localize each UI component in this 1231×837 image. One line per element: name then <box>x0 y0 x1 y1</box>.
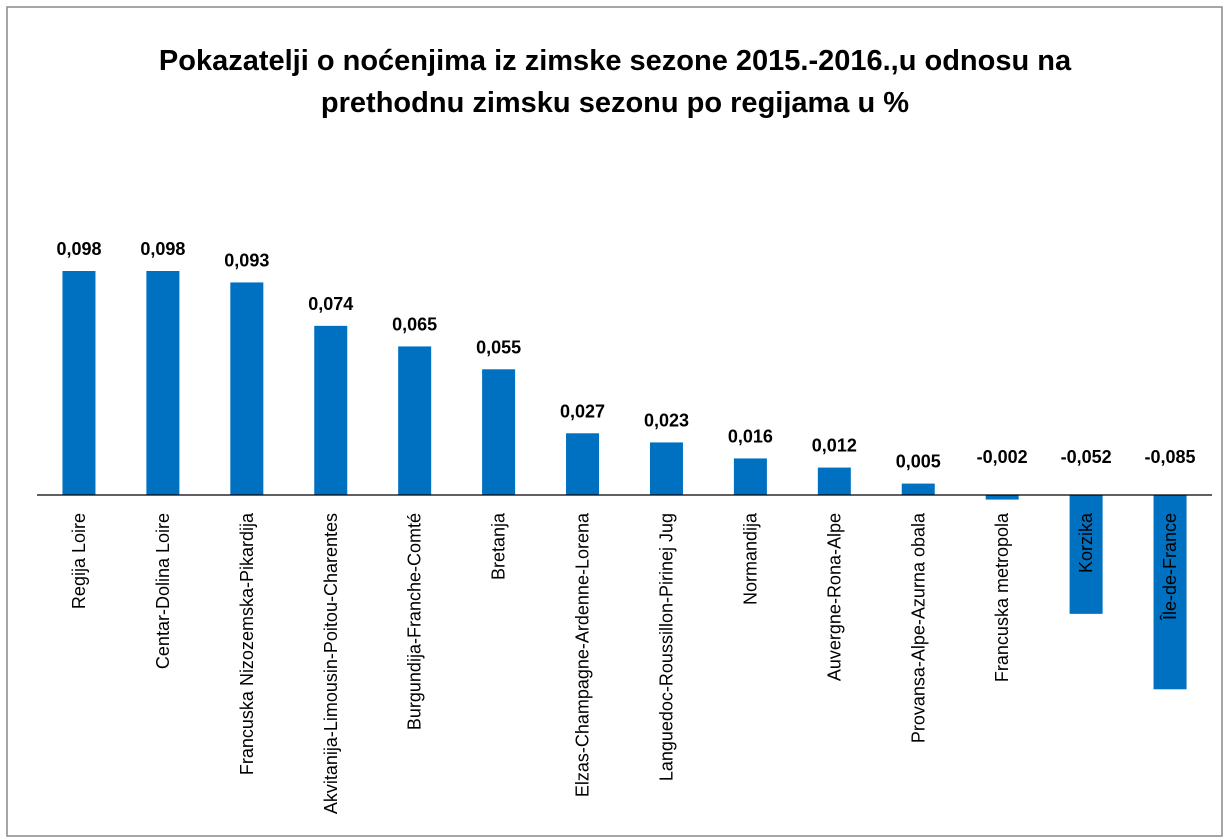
x-tick-label: Francuska Nizozemska-Pikardija <box>237 512 257 775</box>
text-line: Elzas-Champagne-Ardenne-Lorena <box>573 512 593 797</box>
bar <box>566 433 600 495</box>
text-line: Korzika <box>1076 512 1096 573</box>
text-line: Provansa-Alpe-Azurna obala <box>908 512 928 743</box>
bar <box>398 346 432 495</box>
data-label: 0,027 <box>560 401 605 421</box>
x-tick-label: Korzika <box>1076 512 1096 573</box>
x-tick-label: Normandija <box>740 512 760 605</box>
bar <box>817 467 851 495</box>
text-line: Bretanja <box>489 512 509 580</box>
bar <box>62 271 96 495</box>
data-label: 0,074 <box>308 294 353 314</box>
x-tick-label: Bretanja <box>489 512 509 580</box>
text-line: Île-de-France <box>1160 513 1180 621</box>
bar <box>649 442 683 495</box>
x-tick-label: Centar-Dolina Loire <box>153 513 173 669</box>
data-label: 0,012 <box>812 436 857 456</box>
data-label: 0,005 <box>896 452 941 472</box>
text-line: Akvitanija-Limousin-Poitou-Charentes <box>321 513 341 814</box>
text-line: Francuska metropola <box>992 512 1012 682</box>
x-tick-label: Elzas-Champagne-Ardenne-Lorena <box>573 512 593 797</box>
data-label: -0,002 <box>977 447 1028 467</box>
x-tick-label: Francuska metropola <box>992 512 1012 682</box>
text-line: prethodnu zimsku sezonu po regijama u % <box>321 87 909 119</box>
bar <box>985 495 1019 500</box>
data-label: 0,016 <box>728 426 773 446</box>
bar <box>1153 495 1187 690</box>
x-tick-label: Akvitanija-Limousin-Poitou-Charentes <box>321 513 341 814</box>
x-tick-label: Provansa-Alpe-Azurna obala <box>908 512 928 743</box>
bar <box>230 282 264 495</box>
data-label: 0,023 <box>644 410 689 430</box>
bar <box>482 369 516 495</box>
text-line: Burgundija-Franche-Comté <box>405 513 425 730</box>
bar <box>733 458 767 495</box>
chart-title: Pokazatelji o noćenjima iz zimske sezone… <box>159 45 1072 119</box>
text-line: Languedoc-Roussillon-Pirinej Jug <box>656 513 676 781</box>
text-line: Normandija <box>740 512 760 605</box>
data-label: -0,052 <box>1061 447 1112 467</box>
bar <box>901 483 935 495</box>
text-line: Francuska Nizozemska-Pikardija <box>237 512 257 775</box>
x-tick-label: Île-de-France <box>1160 513 1180 621</box>
x-tick-label: Languedoc-Roussillon-Pirinej Jug <box>656 513 676 781</box>
text-line: Regija Loire <box>69 513 89 609</box>
bar <box>314 325 348 495</box>
text-line: Auvergne-Rona-Alpe <box>824 513 844 681</box>
data-label: 0,098 <box>56 239 101 259</box>
data-label: 0,098 <box>140 239 185 259</box>
x-tick-label: Regija Loire <box>69 513 89 609</box>
bar <box>146 271 180 495</box>
x-tick-label: Auvergne-Rona-Alpe <box>824 513 844 681</box>
x-tick-label: Burgundija-Franche-Comté <box>405 513 425 730</box>
chart-border <box>6 6 1223 837</box>
data-label: -0,085 <box>1145 447 1196 467</box>
data-label: 0,093 <box>224 250 269 270</box>
text-line: Pokazatelji o noćenjima iz zimske sezone… <box>159 45 1072 77</box>
bar <box>1069 495 1103 614</box>
data-label: 0,055 <box>476 337 521 357</box>
data-label: 0,065 <box>392 314 437 334</box>
text-line: Centar-Dolina Loire <box>153 513 173 669</box>
